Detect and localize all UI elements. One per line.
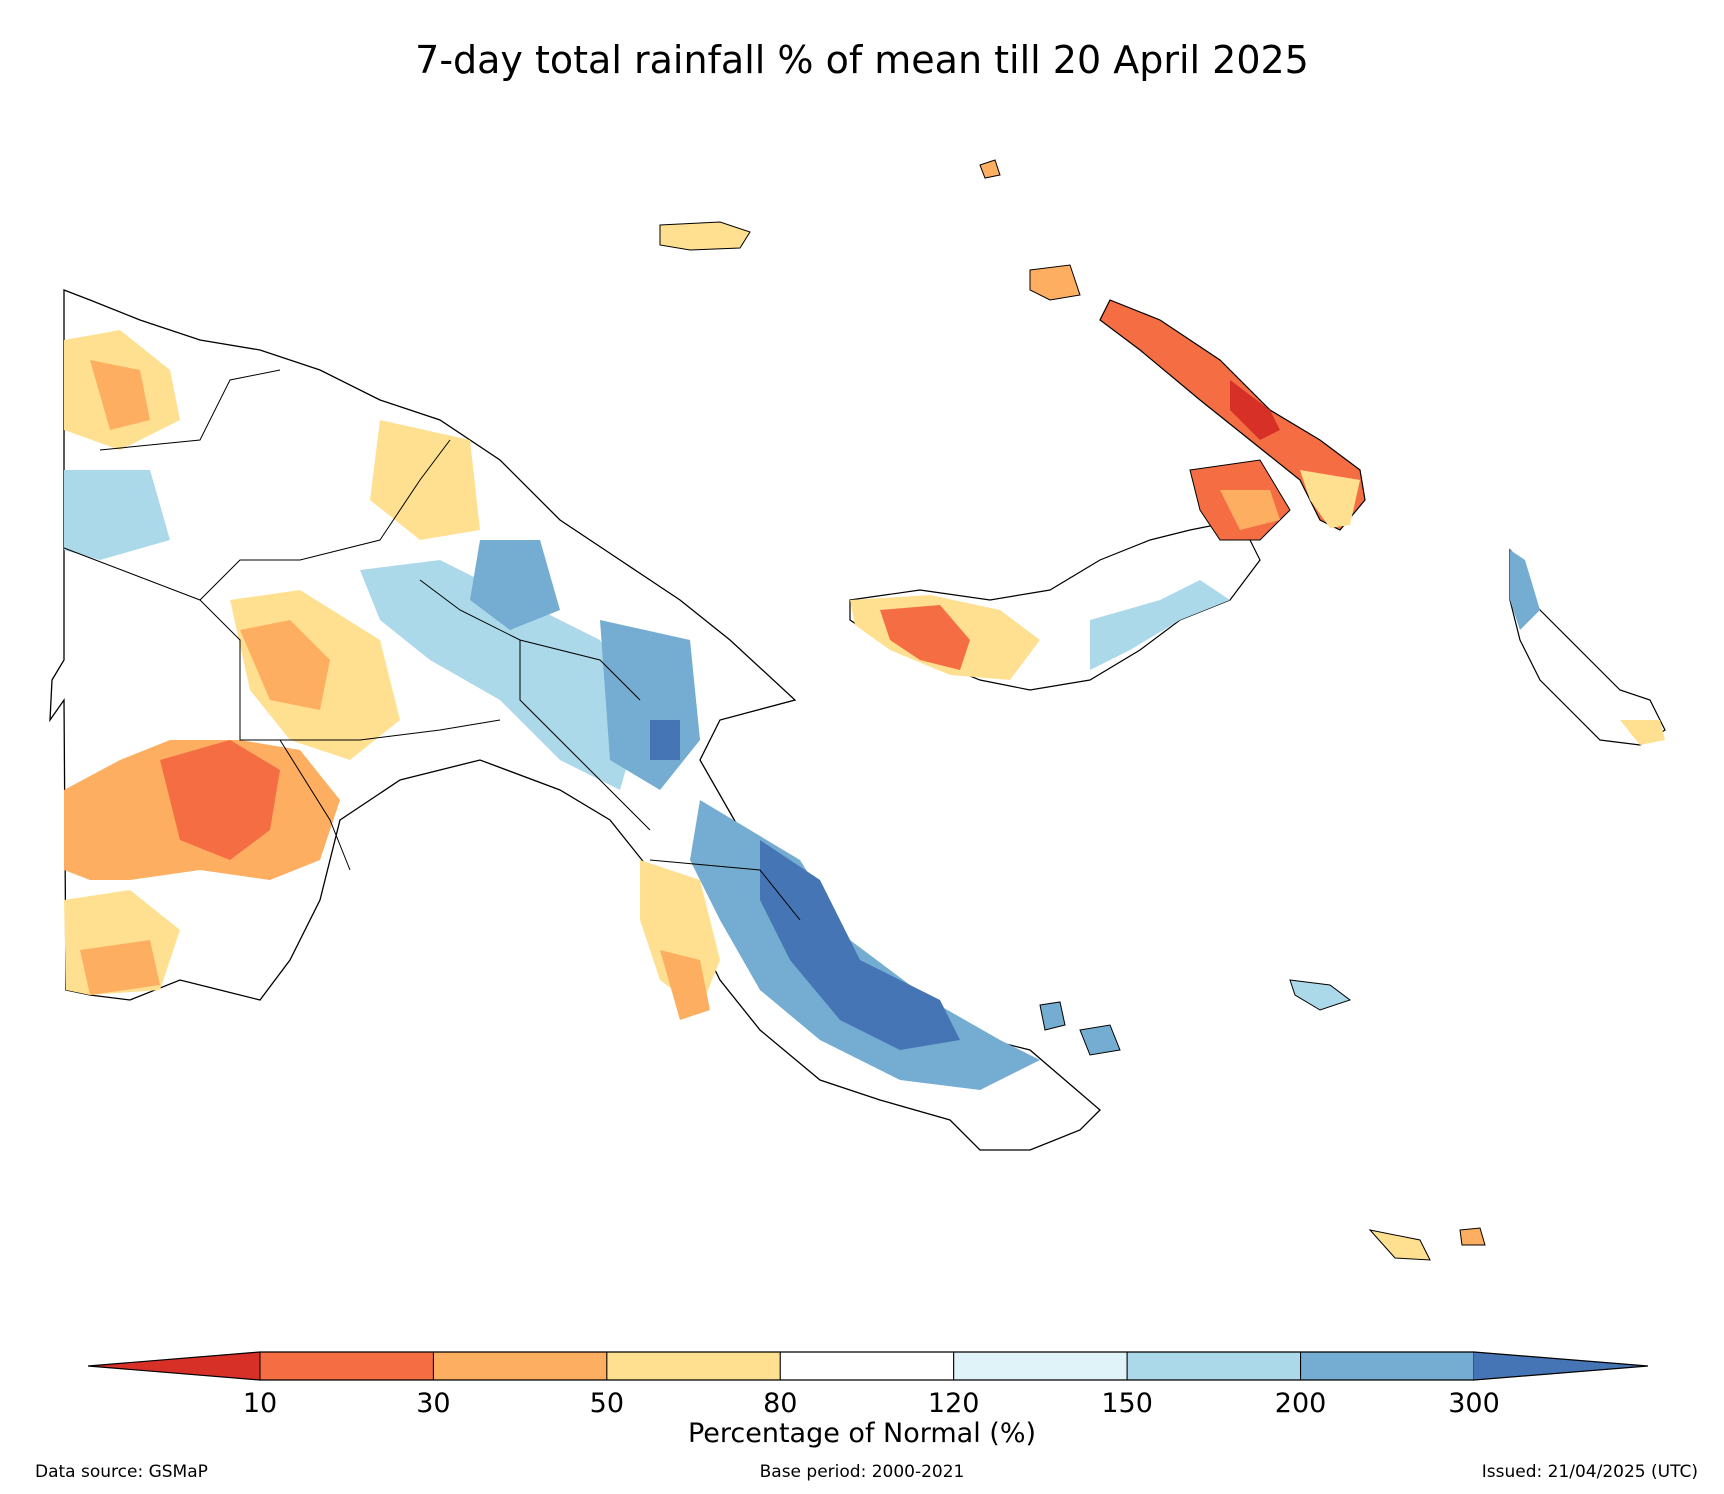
very-dry-zone-southwest [160, 740, 280, 860]
colorbar-tick-label: 150 [1101, 1388, 1153, 1419]
very-wet-core-madang [650, 720, 680, 760]
colorbar-cell [953, 1351, 1128, 1381]
issued-date: Issued: 21/04/2025 (UTC) [1481, 1462, 1698, 1482]
new-ireland-south-dry [1300, 470, 1360, 528]
fergusson-island [1039, 1001, 1066, 1031]
new-britain [849, 459, 1291, 691]
colorbar-label: Percentage of Normal (%) [687, 1418, 1037, 1449]
colorbar-under-arrow [88, 1352, 260, 1380]
dry-spot-northwest [90, 360, 150, 430]
data-source: Data source: GSMaP [35, 1462, 208, 1482]
wet-zone-morobe-oro [690, 800, 1040, 1090]
manus-island [659, 221, 751, 251]
wet-zone-east-new-britain [1090, 580, 1230, 670]
wet-core-highlands-north [470, 540, 560, 630]
new-hanover [1029, 264, 1081, 301]
colorbar-tick-label: 120 [927, 1388, 980, 1419]
colorbar [87, 1351, 1649, 1381]
colorbar-cell [259, 1351, 434, 1381]
province-boundaries [63, 369, 801, 921]
gazelle-peninsula-dry [1220, 490, 1280, 530]
colorbar-cell [1126, 1351, 1302, 1381]
mainland [49, 289, 1101, 1151]
base-period: Base period: 2000-2021 [759, 1462, 965, 1482]
colorbar-cell [432, 1351, 608, 1381]
mussau-island [979, 159, 1001, 179]
woodlark-island [1289, 979, 1352, 1011]
colorbar-cell [1300, 1351, 1475, 1381]
bougainville-south-dry [1620, 720, 1665, 745]
dry-spot-gulf-coast [660, 950, 710, 1020]
milne-bay-islands [979, 159, 1486, 1261]
colorbar-cell [606, 1351, 781, 1381]
colorbar-tick-label: 10 [242, 1388, 278, 1419]
colorbar-tick-label: 80 [763, 1388, 798, 1419]
colorbar-over-arrow [1474, 1352, 1648, 1380]
very-wet-core-oro [760, 840, 960, 1050]
wet-zone-west-border [64, 470, 170, 560]
new-ireland-very-dry [1230, 380, 1280, 440]
colorbar-tick-label: 50 [589, 1388, 625, 1419]
dry-spot-south-coast [80, 940, 160, 995]
dry-spot-central-west [240, 620, 330, 710]
colorbar-cell [779, 1351, 955, 1381]
colorbar-tick-label: 300 [1448, 1388, 1500, 1419]
new-ireland-outline [1099, 299, 1366, 531]
colorbar-tick-label: 30 [416, 1388, 451, 1419]
dry-zone-sepik [370, 420, 480, 540]
new-ireland [1029, 264, 1366, 531]
normanby-island [1079, 1024, 1121, 1056]
bougainville [1509, 548, 1666, 746]
colorbar-tick-label: 200 [1274, 1388, 1327, 1419]
rossel-island [1368, 1229, 1431, 1261]
buka-wet [1510, 550, 1540, 630]
colorbar-cells [259, 1351, 1475, 1381]
colorbar-outline [87, 1351, 1649, 1381]
sudest-island [1459, 1227, 1486, 1246]
map-title: 7-day total rainfall % of mean till 20 A… [415, 38, 1309, 82]
very-dry-zone-west-new-britain [880, 605, 970, 670]
bougainville-outline [1509, 548, 1666, 746]
wet-zone-highlands [360, 560, 640, 790]
